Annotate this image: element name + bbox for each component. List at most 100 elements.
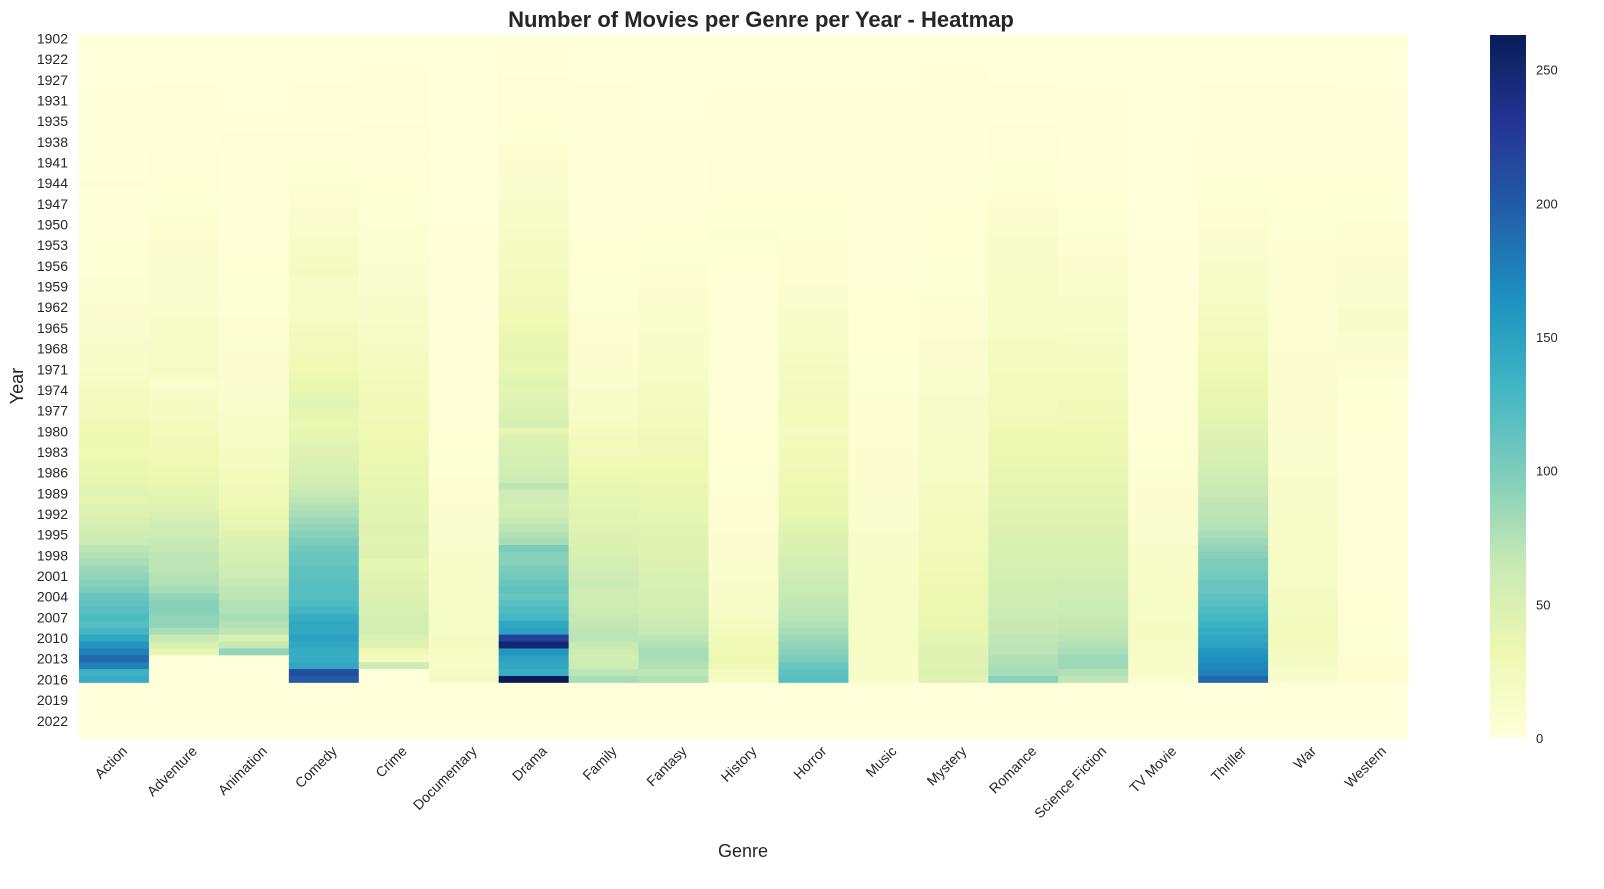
heatmap-cell — [918, 221, 989, 229]
heatmap-cell — [1338, 138, 1409, 146]
heatmap-cell — [358, 517, 430, 525]
heatmap-cell — [638, 455, 709, 463]
heatmap-cell — [498, 448, 570, 456]
heatmap-cell — [778, 572, 849, 580]
heatmap-cell — [918, 517, 989, 525]
heatmap-cell — [918, 593, 989, 601]
heatmap-cell — [428, 731, 500, 739]
heatmap-column — [498, 35, 570, 739]
heatmap-cell — [1198, 407, 1269, 415]
heatmap-cell — [288, 620, 360, 629]
heatmap-cell — [1198, 358, 1269, 367]
heatmap-cell — [918, 117, 989, 125]
heatmap-cell — [79, 179, 150, 188]
heatmap-cell — [568, 579, 639, 587]
heatmap-cell — [638, 262, 709, 270]
heatmap-cell — [778, 558, 849, 567]
heatmap-cell — [1058, 648, 1129, 656]
heatmap-cell — [1128, 627, 1199, 636]
heatmap-cell — [988, 558, 1059, 567]
heatmap-cell — [1338, 358, 1409, 367]
heatmap-cell — [1198, 724, 1269, 732]
heatmap-cell — [848, 689, 919, 698]
heatmap-cell — [1128, 448, 1199, 456]
heatmap-cell — [778, 579, 849, 587]
heatmap-cell — [1198, 613, 1269, 622]
heatmap-cell — [848, 703, 919, 711]
heatmap-cell — [848, 524, 919, 532]
heatmap-cell — [988, 186, 1059, 194]
heatmap-cell — [1128, 717, 1199, 725]
heatmap-cell — [848, 69, 919, 77]
heatmap-cell — [288, 172, 360, 181]
heatmap-cell — [428, 103, 500, 112]
heatmap-cell — [79, 448, 150, 456]
heatmap-cell — [1058, 41, 1129, 50]
heatmap-cell — [1058, 186, 1129, 194]
heatmap-cell — [568, 262, 639, 270]
heatmap-cell — [1338, 531, 1409, 539]
heatmap-cell — [358, 593, 430, 601]
heatmap-cell — [568, 696, 639, 704]
heatmap-cell — [638, 531, 709, 539]
heatmap-cell — [1128, 551, 1199, 560]
heatmap-cell — [1128, 41, 1199, 50]
heatmap-cell — [148, 276, 220, 284]
heatmap-cell — [918, 469, 989, 477]
heatmap-cell — [79, 90, 150, 98]
heatmap-cell — [1338, 455, 1409, 463]
heatmap-cell — [428, 345, 500, 353]
heatmap-cell — [498, 90, 570, 98]
heatmap-cell — [778, 262, 849, 270]
heatmap-cell — [708, 655, 779, 663]
heatmap-cell — [498, 290, 570, 298]
heatmap-cell — [1128, 524, 1199, 532]
heatmap-cell — [358, 290, 430, 298]
heatmap-cell — [568, 620, 639, 629]
heatmap-cell — [288, 503, 360, 511]
heatmap-cell — [498, 510, 570, 518]
heatmap-cell — [218, 420, 290, 429]
heatmap-cell — [988, 145, 1059, 153]
heatmap-cell — [988, 69, 1059, 77]
heatmap-cell — [218, 165, 290, 174]
heatmap-cell — [1338, 689, 1409, 698]
heatmap-cell — [1058, 145, 1129, 153]
heatmap-cell — [148, 372, 220, 381]
heatmap-cell — [79, 331, 150, 339]
heatmap-cell — [1128, 331, 1199, 339]
heatmap-cell — [1198, 262, 1269, 270]
heatmap-cell — [1058, 482, 1129, 491]
heatmap-cell — [1338, 648, 1409, 656]
heatmap-cell — [79, 524, 150, 532]
heatmap-cell — [428, 221, 500, 229]
heatmap-cell — [288, 324, 360, 332]
heatmap-cell — [428, 593, 500, 601]
heatmap-cell — [498, 545, 570, 553]
heatmap-cell — [148, 482, 220, 491]
heatmap-cell — [848, 214, 919, 222]
heatmap-cell — [218, 241, 290, 250]
heatmap-cell — [428, 117, 500, 125]
heatmap-cell — [1058, 241, 1129, 250]
heatmap-cell — [498, 503, 570, 511]
heatmap-cell — [918, 600, 989, 608]
heatmap-cell — [79, 427, 150, 436]
heatmap-cell — [288, 558, 360, 567]
heatmap-cell — [1198, 248, 1269, 256]
heatmap-cell — [568, 76, 639, 84]
heatmap-cell — [288, 400, 360, 408]
heatmap-cell — [848, 641, 919, 649]
heatmap-cell — [568, 255, 639, 263]
heatmap-cell — [498, 455, 570, 463]
heatmap-cell — [638, 655, 709, 663]
heatmap-cell — [498, 338, 570, 346]
heatmap-cell — [988, 90, 1059, 98]
heatmap-cell — [848, 455, 919, 463]
heatmap-cell — [1198, 352, 1269, 360]
heatmap-cell — [1128, 545, 1199, 553]
heatmap-cell — [288, 310, 360, 318]
heatmap-cell — [708, 400, 779, 408]
heatmap-column — [358, 35, 430, 739]
heatmap-cell — [1268, 262, 1339, 270]
